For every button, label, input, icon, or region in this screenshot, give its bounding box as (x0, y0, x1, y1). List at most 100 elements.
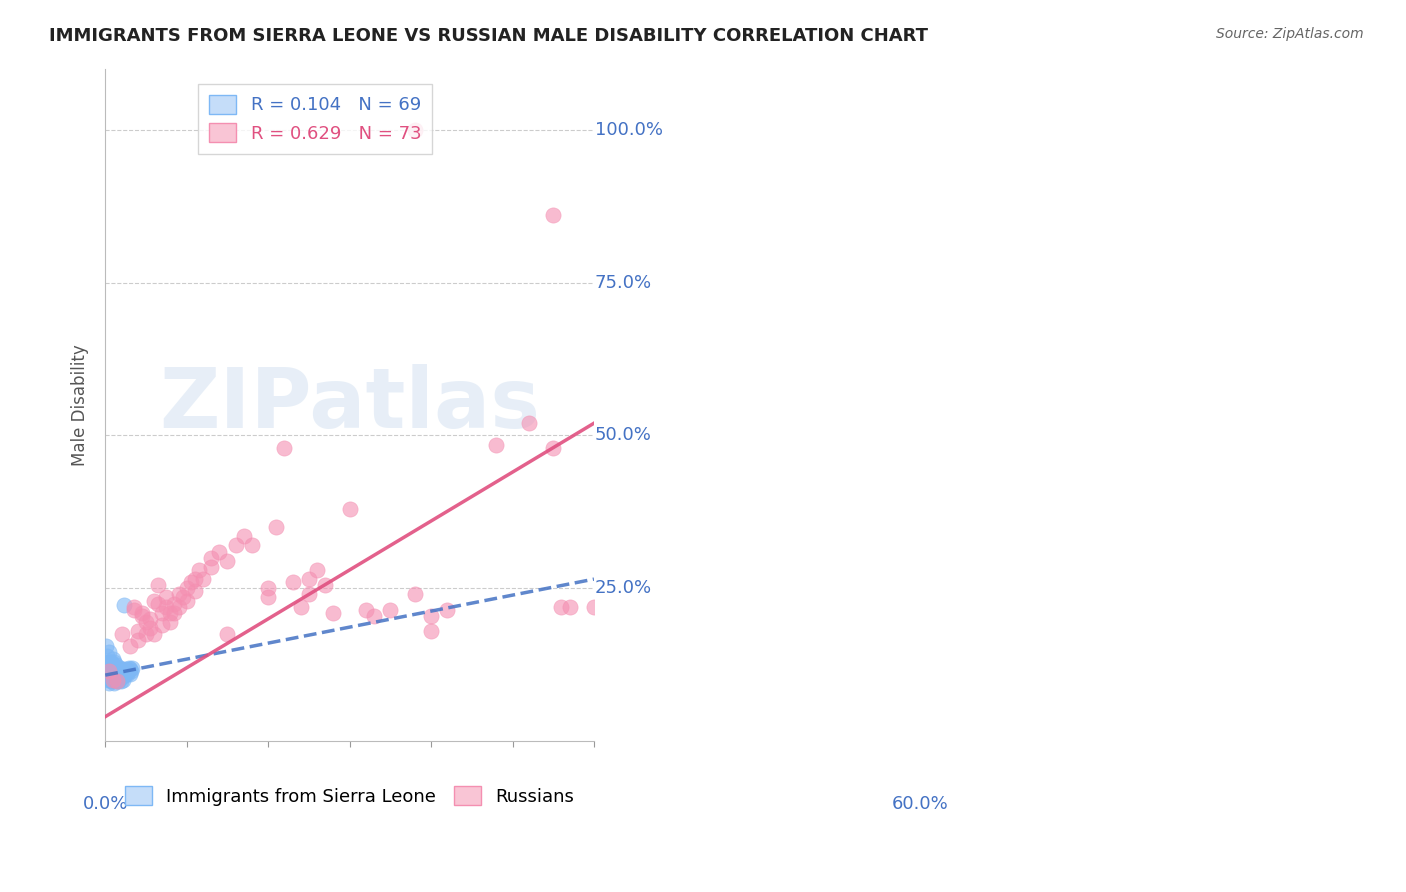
Point (150, 618, 173, 632)
Text: 50.0%: 50.0% (595, 426, 652, 444)
Point (176, 593, 198, 607)
Point (273, 441, 295, 455)
Point (558, 599, 581, 614)
Point (105, 673, 128, 687)
Point (131, 606, 153, 620)
Point (120, 666, 142, 681)
Point (187, 563, 209, 577)
Point (404, 587, 426, 601)
Point (380, 603, 402, 617)
Point (103, 676, 125, 690)
Point (155, 591, 177, 605)
Point (257, 582, 280, 596)
Point (404, 122, 426, 136)
Point (103, 657, 125, 672)
Point (108, 664, 131, 678)
Point (143, 627, 166, 641)
Point (98, 655, 121, 669)
Point (118, 661, 141, 675)
Point (112, 673, 135, 687)
Point (184, 584, 207, 599)
Point (114, 664, 136, 678)
Point (98, 646, 121, 660)
Point (112, 665, 135, 679)
Point (103, 670, 125, 684)
Point (217, 554, 239, 568)
Point (543, 208, 565, 222)
Y-axis label: Male Disability: Male Disability (72, 344, 89, 466)
Point (191, 572, 214, 586)
Point (122, 599, 145, 614)
Point (104, 674, 127, 689)
Point (97, 655, 120, 669)
Point (98, 664, 121, 678)
Point (167, 587, 190, 601)
Point (100, 673, 122, 687)
Point (104, 673, 127, 687)
Point (314, 578, 336, 592)
Point (184, 572, 207, 586)
Point (363, 608, 385, 623)
Point (298, 587, 321, 601)
Point (155, 599, 177, 614)
Point (114, 665, 136, 680)
Point (180, 575, 202, 590)
Point (281, 575, 304, 590)
Point (146, 597, 169, 611)
Point (96, 648, 118, 663)
Point (104, 664, 127, 678)
Point (122, 603, 145, 617)
Point (257, 591, 280, 605)
Point (298, 572, 321, 586)
Point (135, 615, 157, 629)
Point (108, 670, 131, 684)
Point (121, 661, 143, 675)
Point (127, 633, 149, 648)
Point (127, 624, 149, 639)
Point (200, 560, 222, 574)
Point (100, 674, 122, 689)
Point (108, 673, 131, 687)
Point (103, 664, 125, 678)
Point (104, 666, 127, 681)
Point (105, 666, 128, 681)
Point (420, 624, 443, 639)
Point (98, 666, 121, 681)
Point (420, 608, 443, 623)
Point (208, 544, 231, 558)
Point (159, 606, 181, 620)
Point (107, 661, 129, 675)
Point (176, 582, 198, 596)
Point (200, 550, 222, 565)
Text: 75.0%: 75.0% (595, 274, 652, 292)
Point (101, 651, 124, 665)
Point (485, 437, 508, 451)
Point (163, 606, 186, 620)
Point (115, 666, 138, 681)
Point (139, 612, 162, 626)
Point (104, 657, 127, 672)
Point (118, 662, 141, 676)
Point (108, 661, 131, 675)
Point (354, 603, 377, 617)
Point (108, 671, 131, 685)
Point (240, 539, 263, 553)
Point (105, 670, 128, 684)
Point (120, 664, 142, 678)
Point (150, 606, 173, 620)
Point (107, 674, 129, 689)
Point (112, 598, 135, 612)
Point (110, 666, 132, 681)
Point (101, 673, 124, 687)
Point (107, 664, 129, 678)
Point (339, 501, 361, 516)
Point (98, 664, 121, 678)
Point (232, 529, 254, 543)
Point (115, 662, 138, 676)
Point (94, 640, 117, 654)
Legend: Immigrants from Sierra Leone, Russians: Immigrants from Sierra Leone, Russians (118, 779, 582, 813)
Point (543, 441, 565, 455)
Text: IMMIGRANTS FROM SIERRA LEONE VS RUSSIAN MALE DISABILITY CORRELATION CHART: IMMIGRANTS FROM SIERRA LEONE VS RUSSIAN … (49, 27, 928, 45)
Point (143, 593, 166, 607)
Text: 25.0%: 25.0% (595, 579, 652, 598)
